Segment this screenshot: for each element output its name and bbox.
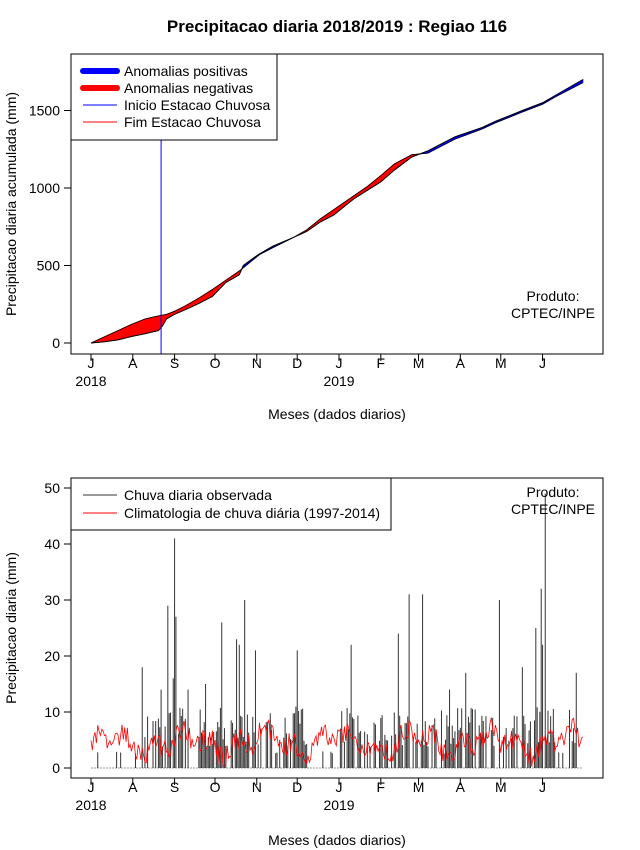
bottom-annotation-cptec: CPTEC/INPE	[511, 501, 595, 517]
x-tick-label: O	[210, 355, 221, 371]
bottom-y-axis-label: Precipitacao diaria (mm)	[3, 552, 19, 704]
y-tick-label: 0	[52, 335, 60, 351]
x-tick-label: J	[336, 779, 343, 795]
bottom-legend: Chuva diaria observada Climatologia de c…	[70, 477, 392, 531]
top-panel: 0 500 1000 1500 J A S O N D J F M A M J 2018 2019 Precip…	[3, 53, 604, 422]
top-x-axis: J A S O N D J F M A M J 2018 2019	[75, 353, 546, 389]
top-legend: Anomalias positivas Anomalias negativas …	[70, 53, 278, 141]
legend-label-inicio: Inicio Estacao Chuvosa	[124, 97, 271, 113]
climatology-cumulative-line	[90, 82, 584, 344]
bottom-y-axis: 0 10 20 30 40 50	[44, 480, 72, 776]
legend-label-fim: Fim Estacao Chuvosa	[124, 114, 261, 130]
x-tick-label: A	[128, 355, 138, 371]
x-tick-label: J	[336, 355, 343, 371]
chart-title: Precipitacao diaria 2018/2019 : Regiao 1…	[167, 17, 507, 36]
x-tick-label: F	[377, 779, 386, 795]
x-tick-label: N	[252, 779, 262, 795]
y-tick-label: 20	[44, 648, 60, 664]
x-tick-label: J	[88, 779, 95, 795]
x-tick-label: S	[170, 355, 179, 371]
x-tick-label: M	[495, 355, 507, 371]
x-year-label: 2019	[323, 373, 354, 389]
bottom-legend-box	[70, 477, 392, 531]
x-tick-label: S	[170, 779, 179, 795]
x-tick-label: O	[210, 779, 221, 795]
y-tick-label: 40	[44, 536, 60, 552]
legend-label-anom-neg: Anomalias negativas	[124, 80, 253, 96]
bottom-panel: 0 10 20 30 40 50 J A S O N D J F M A M J 2018 2019 Precipi…	[3, 477, 604, 848]
x-tick-label: D	[292, 779, 302, 795]
x-tick-label: J	[88, 355, 95, 371]
x-tick-label: J	[539, 355, 546, 371]
x-year-label: 2018	[75, 797, 106, 813]
x-tick-label: M	[495, 779, 507, 795]
x-tick-label: J	[539, 779, 546, 795]
observed-cumulative-line	[90, 79, 584, 344]
top-y-axis: 0 500 1000 1500	[29, 103, 72, 351]
legend-label-anom-pos: Anomalias positivas	[124, 63, 248, 79]
x-tick-label: A	[128, 779, 138, 795]
bottom-plot-area	[90, 493, 584, 769]
y-tick-label: 1500	[29, 103, 60, 119]
y-tick-label: 50	[44, 480, 60, 496]
y-tick-label: 10	[44, 704, 60, 720]
bottom-x-axis-label: Meses (dados diarios)	[268, 832, 406, 848]
bottom-x-axis: J A S O N D J F M A M J 2018 2019	[75, 777, 546, 813]
x-tick-label: N	[252, 355, 262, 371]
x-tick-label: D	[292, 355, 302, 371]
x-tick-label: M	[413, 779, 425, 795]
climatology-daily-line	[90, 717, 584, 767]
y-tick-label: 30	[44, 592, 60, 608]
top-x-axis-label: Meses (dados diarios)	[268, 406, 406, 422]
x-tick-label: M	[413, 355, 425, 371]
x-tick-label: F	[377, 355, 386, 371]
x-tick-label: A	[456, 355, 466, 371]
y-tick-label: 1000	[29, 180, 60, 196]
y-tick-label: 500	[37, 258, 61, 274]
bottom-annotation-produto: Produto:	[527, 484, 580, 500]
top-plot-area	[90, 78, 584, 354]
top-y-axis-label: Precipitacao diaria acumulada (mm)	[3, 92, 19, 316]
y-tick-label: 0	[52, 760, 60, 776]
top-annotation-cptec: CPTEC/INPE	[511, 305, 595, 321]
x-year-label: 2018	[75, 373, 106, 389]
legend-label-observed: Chuva diaria observada	[124, 487, 272, 503]
top-annotation-produto: Produto:	[527, 288, 580, 304]
x-tick-label: A	[456, 779, 466, 795]
x-year-label: 2019	[323, 797, 354, 813]
legend-label-climatology: Climatologia de chuva diária (1997-2014)	[124, 505, 380, 521]
